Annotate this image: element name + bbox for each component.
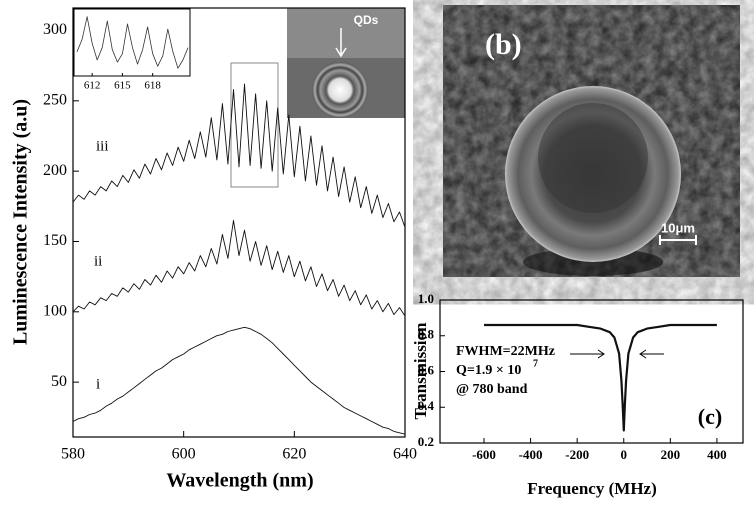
data-line	[72, 83, 406, 228]
arrow	[639, 349, 664, 359]
x-tick-label: 580	[61, 446, 85, 463]
panel-label: (c)	[698, 404, 722, 429]
series-label: ii	[94, 253, 102, 269]
x-tick-label: -200	[565, 447, 589, 462]
arrow	[570, 349, 605, 359]
y-tick-label: 150	[43, 232, 67, 249]
plot-frame	[72, 7, 406, 438]
series-label: i	[96, 376, 100, 392]
annotation: FWHM=22MHz	[456, 344, 555, 359]
qd-image: QDs	[287, 8, 405, 118]
x-tick-label: 620	[282, 446, 306, 463]
x-tick-label: 0	[621, 447, 628, 462]
data-line	[484, 323, 717, 432]
y-axis-title: Transmission	[411, 322, 430, 420]
x-tick-label: 615	[114, 80, 131, 92]
plot-frame	[73, 8, 191, 77]
image-label: QDs	[354, 13, 379, 27]
y-tick-label: 0.6	[418, 362, 435, 377]
series-label: iii	[96, 138, 109, 154]
x-tick-label: 600	[172, 446, 196, 463]
annotation: 7	[533, 358, 538, 369]
y-tick-label: 200	[43, 162, 67, 179]
y-tick-label: 0.2	[418, 434, 434, 449]
y-tick-label: 0.8	[418, 327, 435, 342]
x-tick-label: 612	[84, 80, 101, 92]
y-axis-title: Luminescence Intensity (a.u)	[10, 99, 32, 345]
panel-label: (b)	[485, 28, 522, 61]
y-tick-label: 0.4	[418, 398, 435, 413]
x-tick-label: -400	[519, 447, 543, 462]
x-axis-title: Frequency (MHz)	[527, 479, 657, 498]
x-tick-label: 400	[707, 447, 727, 462]
data-line	[72, 326, 406, 435]
x-tick-label: 200	[661, 447, 681, 462]
x-tick-label: 640	[393, 446, 417, 463]
data-line	[72, 219, 406, 317]
sem-image: (b) 10μm	[443, 5, 740, 277]
y-tick-label: 100	[43, 302, 67, 319]
x-axis-title: Wavelength (nm)	[166, 470, 313, 492]
data-line	[76, 16, 189, 69]
zoom-box	[230, 62, 279, 188]
y-tick-label: 300	[43, 21, 67, 38]
y-tick-label: 1.0	[418, 291, 434, 306]
x-tick-label: -600	[472, 447, 496, 462]
scale-bar-label: 10μm	[661, 220, 695, 235]
y-tick-label: 250	[43, 92, 67, 109]
x-tick-label: 618	[144, 80, 161, 92]
annotation: Q=1.9 × 10	[456, 363, 521, 378]
annotation: @ 780 band	[456, 382, 528, 397]
y-tick-label: 50	[51, 373, 67, 390]
